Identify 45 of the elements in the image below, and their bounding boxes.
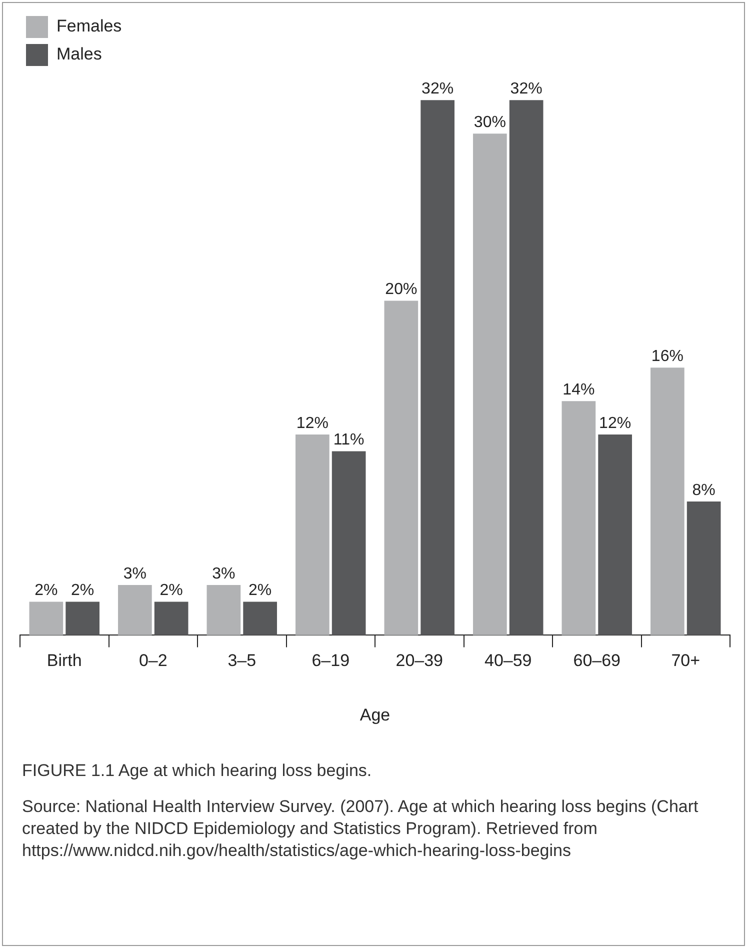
source-note: Source: National Health Interview Survey. (2007). Age at which hearing loss begins (Chart created by the NIDCD Epidemiology and Statistics Program). Retrieved from https://www.nidcd.nih.gov/health/statistics/age-which-hearing-loss-begins	[22, 796, 700, 862]
x-tick-label: 40–59	[484, 651, 532, 670]
data-label: 3%	[123, 565, 146, 582]
data-label: 16%	[651, 348, 684, 366]
data-label: 30%	[474, 114, 506, 132]
x-tick-label: 6–19	[312, 651, 350, 670]
x-axis-title: Age	[360, 705, 390, 724]
legend-label: Males	[56, 44, 102, 64]
x-tick-label: 0–2	[138, 651, 168, 670]
legend-label: Females	[56, 16, 122, 36]
bar	[154, 602, 188, 636]
data-label: 32%	[422, 80, 454, 98]
data-label: 32%	[510, 80, 542, 98]
data-label: 8%	[692, 482, 716, 499]
data-label: 14%	[562, 382, 595, 399]
x-tick-label: 3–5	[228, 651, 256, 670]
x-tick-label: Birth	[46, 651, 82, 670]
bar	[118, 585, 152, 636]
data-label: 2%	[71, 582, 94, 600]
bar	[509, 100, 544, 636]
x-tick-label: 70+	[671, 651, 700, 670]
bar	[686, 501, 721, 636]
bar	[473, 134, 507, 636]
bar	[243, 602, 277, 636]
bar	[296, 434, 330, 636]
data-label: 2%	[160, 582, 183, 600]
data-label: 20%	[385, 281, 418, 298]
bar	[420, 100, 454, 636]
bar	[384, 300, 418, 636]
data-label: 12%	[296, 414, 328, 432]
bar	[66, 602, 100, 636]
bar	[29, 602, 64, 636]
bar	[562, 401, 596, 636]
bar	[206, 585, 241, 636]
data-label: 2%	[248, 582, 272, 600]
data-label: 3%	[212, 565, 236, 582]
caption: FIGURE 1.1 Age at which hearing loss begins.	[22, 760, 373, 782]
data-label: 12%	[599, 414, 632, 432]
bar	[332, 451, 366, 636]
bar	[598, 434, 632, 636]
x-tick-label: 20–39	[396, 651, 444, 670]
x-tick-label: 60–69	[573, 651, 621, 670]
data-label: 2%	[34, 582, 58, 600]
bar	[650, 368, 684, 636]
data-label: 11%	[333, 432, 364, 449]
